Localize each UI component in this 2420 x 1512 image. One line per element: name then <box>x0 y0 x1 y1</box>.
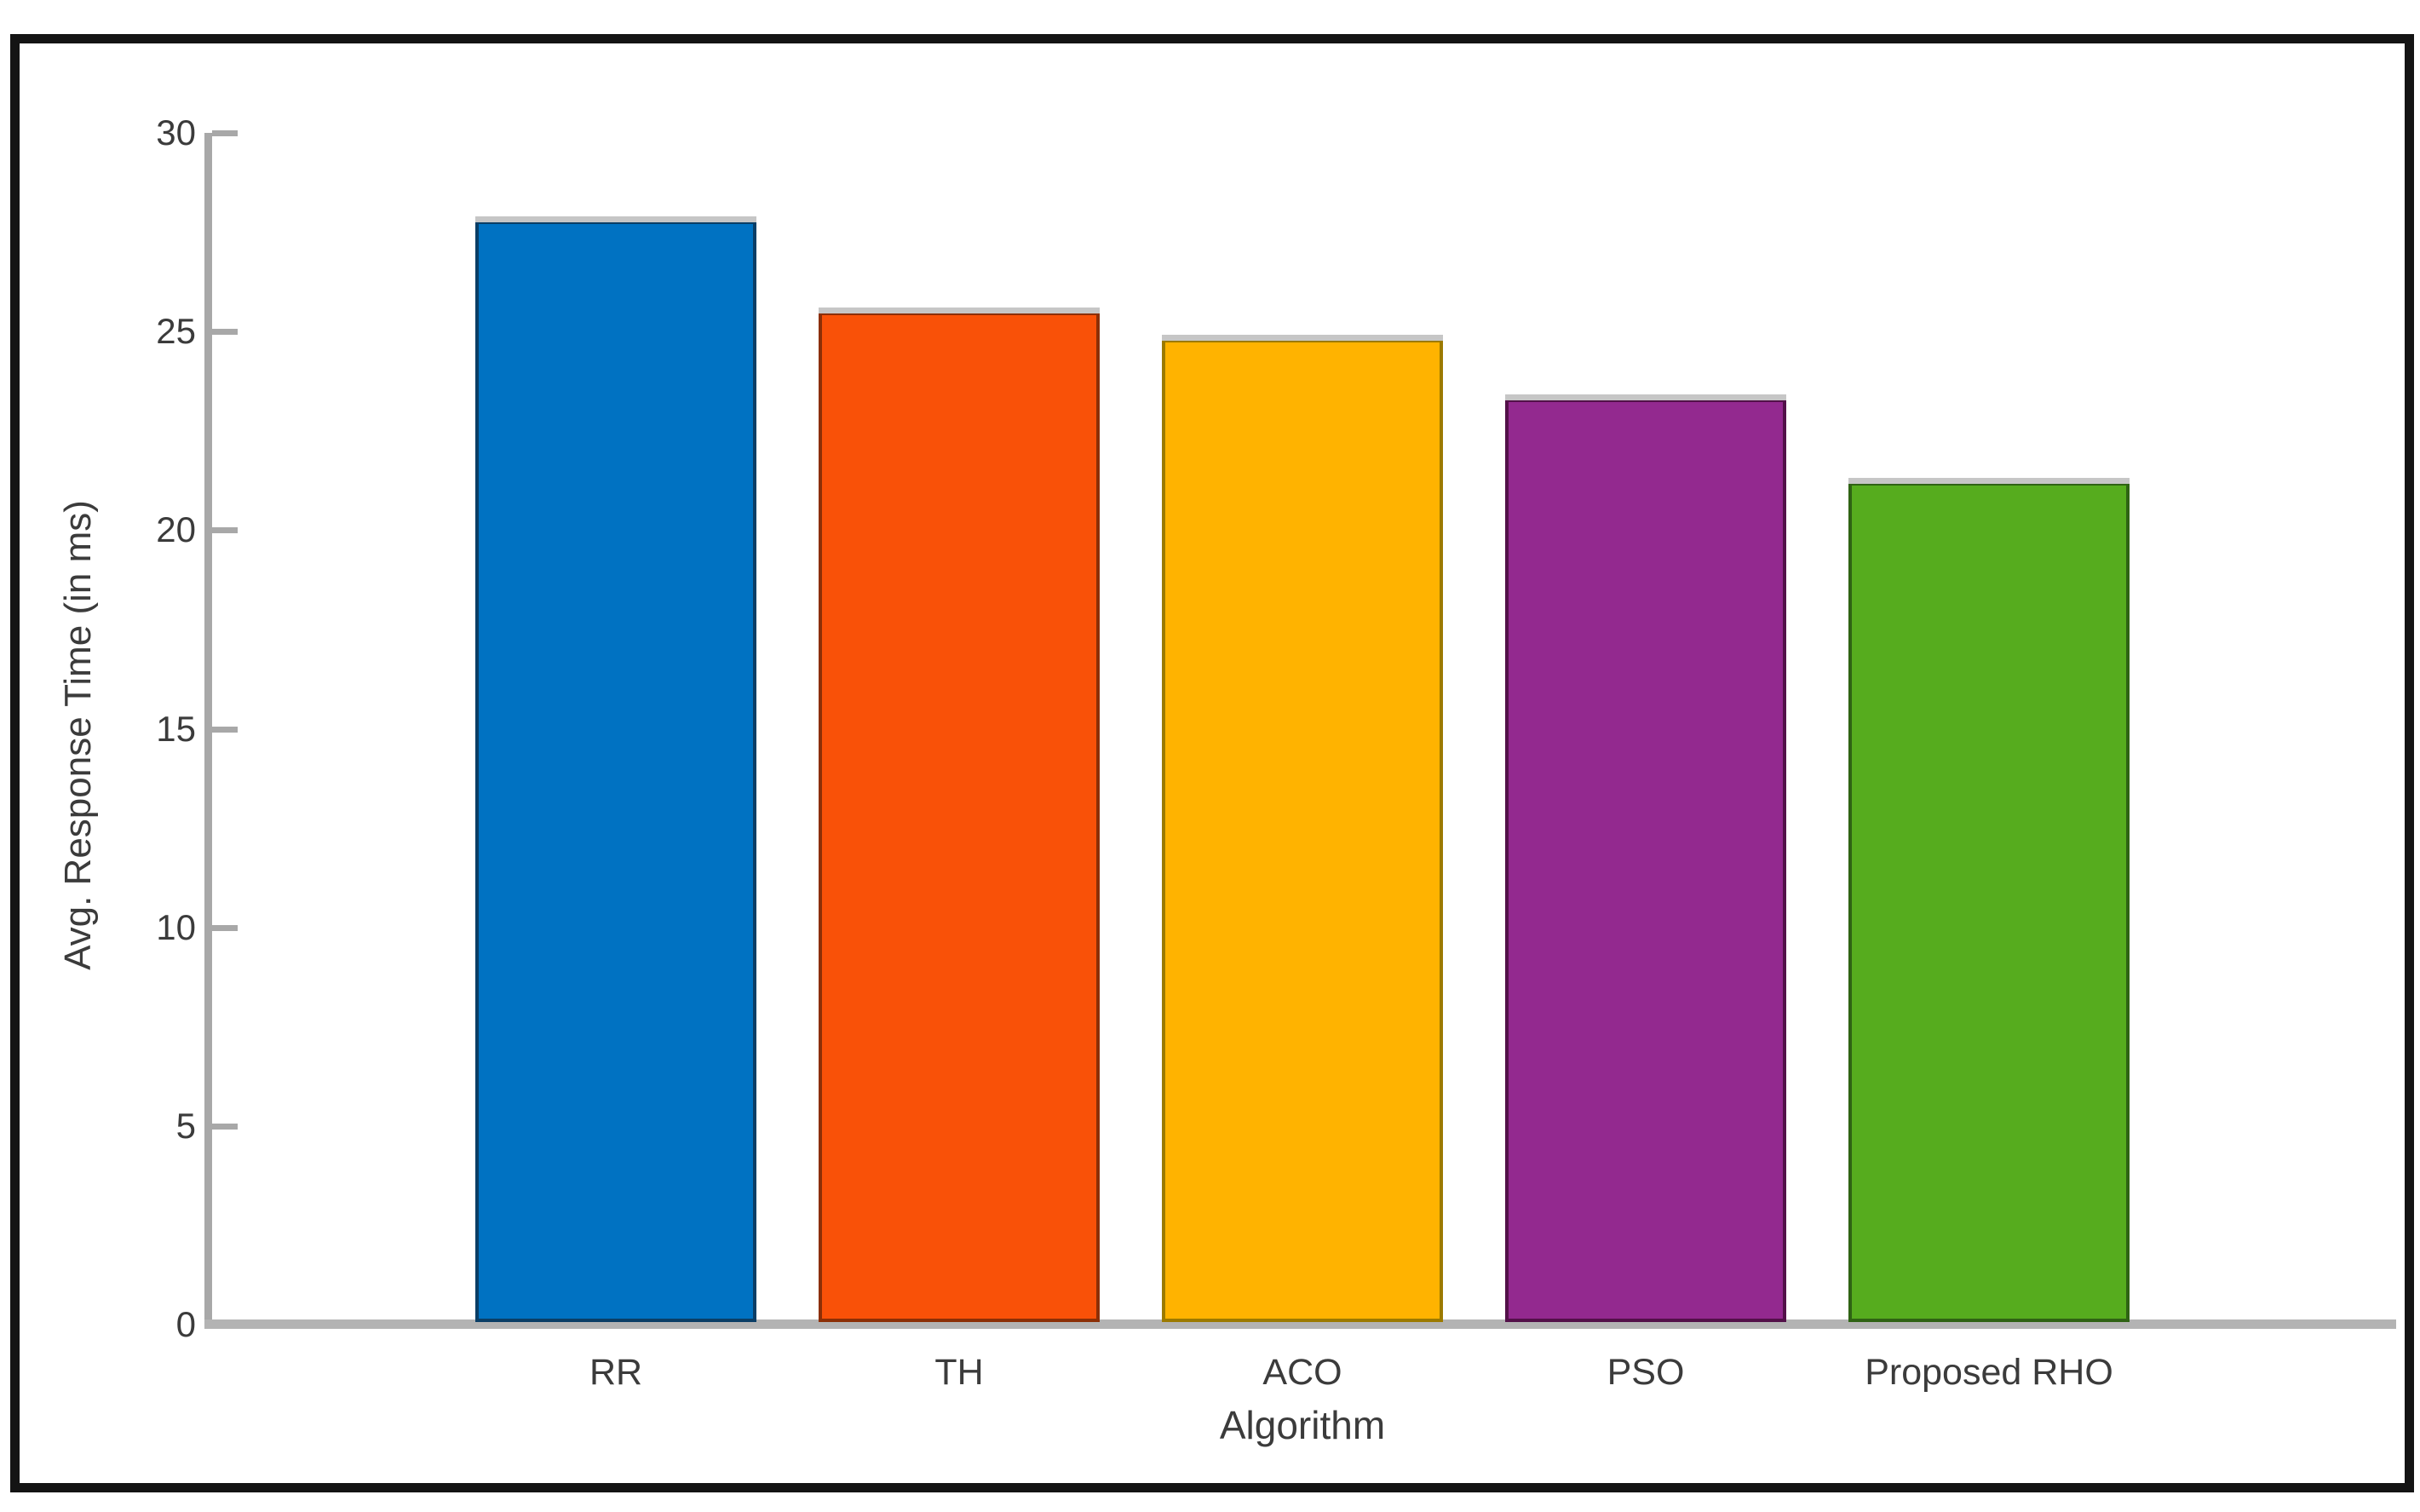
y-tick-mark-10 <box>212 924 238 931</box>
y-tick-mark-5 <box>212 1123 238 1130</box>
y-tick-label-20: 20 <box>156 509 196 550</box>
x-tick-label-pso: PSO <box>1607 1352 1685 1393</box>
y-tick-label-5: 5 <box>175 1105 196 1146</box>
bar-top-highlight <box>1848 478 2130 485</box>
figure-border-frame <box>10 34 2414 1492</box>
y-axis-line <box>204 133 212 1325</box>
x-tick-label-proposed-rho: Proposed RHO <box>1865 1352 2113 1393</box>
bar-top-highlight <box>475 216 756 222</box>
y-tick-mark-20 <box>212 527 238 534</box>
y-tick-label-25: 25 <box>156 311 196 352</box>
bar-proposed-rho <box>1848 478 2130 1322</box>
x-tick-label-rr: RR <box>589 1352 643 1393</box>
y-axis-title: Avg. Response Time (in ms) <box>57 500 99 970</box>
bar-aco <box>1162 335 1443 1322</box>
bar-top-highlight <box>1162 335 1443 342</box>
y-tick-mark-15 <box>212 726 238 733</box>
y-tick-mark-30 <box>212 130 238 136</box>
bar-rr <box>475 216 756 1322</box>
x-axis-baseline <box>204 1319 2396 1329</box>
y-tick-mark-25 <box>212 329 238 336</box>
y-tick-label-10: 10 <box>156 906 196 947</box>
y-tick-label-15: 15 <box>156 708 196 749</box>
bar-pso <box>1505 394 1786 1322</box>
bar-top-highlight <box>819 307 1100 313</box>
bar-top-highlight <box>1505 394 1786 401</box>
x-tick-label-aco: ACO <box>1262 1352 1342 1393</box>
y-tick-label-30: 30 <box>156 112 196 152</box>
bar-th <box>819 307 1100 1322</box>
y-tick-label-0: 0 <box>175 1304 196 1344</box>
x-tick-label-th: TH <box>934 1352 984 1393</box>
x-axis-title: Algorithm <box>1219 1403 1386 1447</box>
